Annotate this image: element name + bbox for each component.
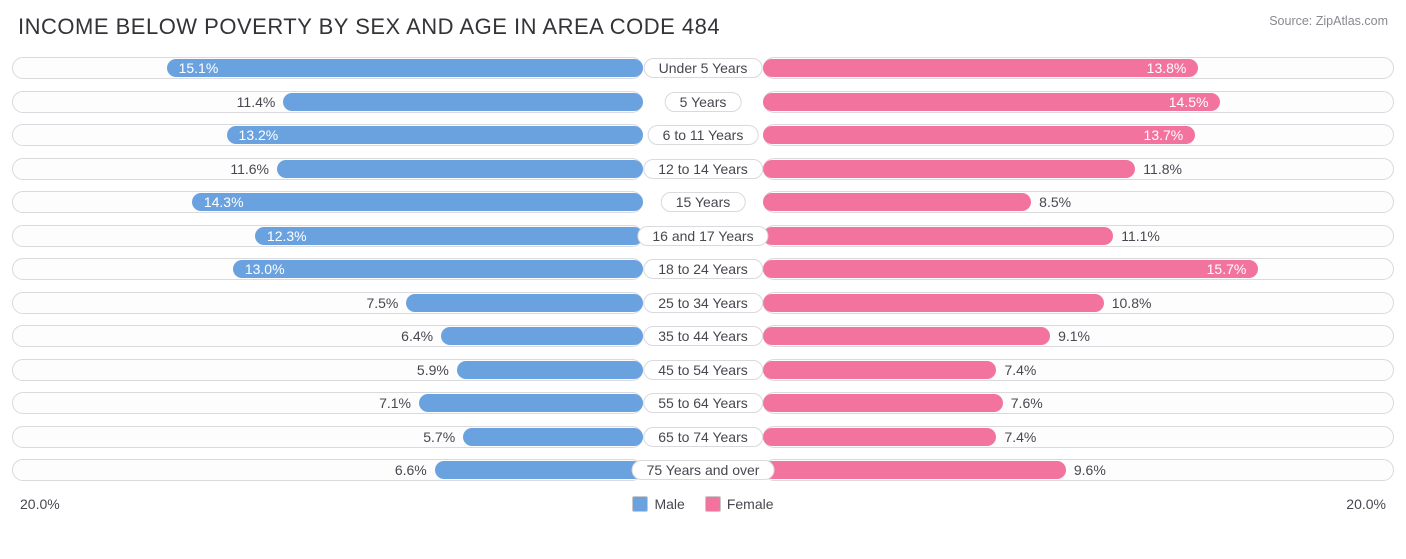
- legend-item-male: Male: [632, 496, 684, 512]
- value-female: 13.7%: [1144, 127, 1184, 143]
- value-female: 8.5%: [1039, 194, 1071, 210]
- bar-male: [435, 461, 643, 479]
- category-label: 18 to 24 Years: [643, 259, 763, 279]
- value-male: 6.4%: [401, 328, 433, 344]
- value-female: 13.8%: [1147, 60, 1187, 76]
- chart-row: 7.5% 10.8% 25 to 34 Years: [12, 289, 1394, 317]
- value-female: 15.7%: [1207, 261, 1247, 277]
- bar-male: [419, 394, 643, 412]
- category-label: Under 5 Years: [644, 58, 763, 78]
- chart-row: 13.2% 13.7% 6 to 11 Years: [12, 121, 1394, 149]
- bar-male: [457, 361, 643, 379]
- chart-row: 6.4% 9.1% 35 to 44 Years: [12, 322, 1394, 350]
- value-female: 9.6%: [1074, 462, 1106, 478]
- value-male: 7.5%: [366, 295, 398, 311]
- category-label: 35 to 44 Years: [643, 326, 763, 346]
- bar-female: [763, 193, 1031, 211]
- value-female: 11.8%: [1143, 161, 1182, 177]
- category-label: 5 Years: [665, 92, 742, 112]
- bar-female: 15.7%: [763, 260, 1258, 278]
- chart-row: 11.4% 14.5% 5 Years: [12, 88, 1394, 116]
- chart-row: 5.9% 7.4% 45 to 54 Years: [12, 356, 1394, 384]
- bar-male: [463, 428, 643, 446]
- axis-max-right: 20.0%: [1346, 496, 1386, 512]
- category-label: 75 Years and over: [632, 460, 775, 480]
- value-female: 14.5%: [1169, 94, 1209, 110]
- chart-header: INCOME BELOW POVERTY BY SEX AND AGE IN A…: [12, 10, 1394, 54]
- value-female: 7.4%: [1004, 362, 1036, 378]
- chart-footer: 20.0% Male Female 20.0%: [12, 490, 1394, 512]
- value-female: 10.8%: [1112, 295, 1152, 311]
- bar-female: [763, 160, 1135, 178]
- chart-row: 15.1% 13.8% Under 5 Years: [12, 54, 1394, 82]
- value-male: 11.6%: [230, 161, 269, 177]
- legend-label-female: Female: [727, 496, 774, 512]
- bar-female: 13.8%: [763, 59, 1198, 77]
- category-label: 45 to 54 Years: [643, 360, 763, 380]
- category-label: 6 to 11 Years: [648, 125, 759, 145]
- butterfly-chart: 15.1% 13.8% Under 5 Years 11.4% 14.5% 5 Years…: [12, 54, 1394, 484]
- legend-swatch-male: [632, 496, 648, 512]
- bar-female: 14.5%: [763, 93, 1220, 111]
- category-label: 65 to 74 Years: [643, 427, 763, 447]
- chart-row: 12.3% 11.1% 16 and 17 Years: [12, 222, 1394, 250]
- bar-male: 14.3%: [192, 193, 643, 211]
- bar-male: 15.1%: [167, 59, 643, 77]
- value-male: 12.3%: [267, 228, 307, 244]
- bar-female: [763, 227, 1113, 245]
- value-male: 7.1%: [379, 395, 411, 411]
- bar-male: [441, 327, 643, 345]
- bar-male: 13.0%: [233, 260, 643, 278]
- bar-female: [763, 294, 1104, 312]
- bar-female: [763, 394, 1003, 412]
- bar-female: [763, 361, 996, 379]
- value-female: 7.6%: [1011, 395, 1043, 411]
- category-label: 15 Years: [661, 192, 746, 212]
- bar-male: [406, 294, 643, 312]
- chart-row: 7.1% 7.6% 55 to 64 Years: [12, 389, 1394, 417]
- chart-row: 14.3% 8.5% 15 Years: [12, 188, 1394, 216]
- value-male: 5.9%: [417, 362, 449, 378]
- value-female: 7.4%: [1004, 429, 1036, 445]
- bar-male: [277, 160, 643, 178]
- legend-swatch-female: [705, 496, 721, 512]
- bar-male: [283, 93, 643, 111]
- bar-male: 12.3%: [255, 227, 643, 245]
- category-label: 55 to 64 Years: [643, 393, 763, 413]
- chart-source: Source: ZipAtlas.com: [1269, 14, 1388, 28]
- value-male: 11.4%: [237, 94, 276, 110]
- category-label: 16 and 17 Years: [637, 226, 768, 246]
- value-male: 6.6%: [395, 462, 427, 478]
- value-male: 13.2%: [239, 127, 279, 143]
- legend-item-female: Female: [705, 496, 774, 512]
- bar-female: [763, 461, 1066, 479]
- bar-female: 13.7%: [763, 126, 1195, 144]
- value-female: 9.1%: [1058, 328, 1090, 344]
- bar-female: [763, 327, 1050, 345]
- axis-max-left: 20.0%: [20, 496, 60, 512]
- value-male: 5.7%: [423, 429, 455, 445]
- value-male: 14.3%: [204, 194, 244, 210]
- bar-male: 13.2%: [227, 126, 643, 144]
- value-male: 15.1%: [179, 60, 219, 76]
- value-female: 11.1%: [1121, 228, 1160, 244]
- chart-row: 13.0% 15.7% 18 to 24 Years: [12, 255, 1394, 283]
- chart-row: 6.6% 9.6% 75 Years and over: [12, 456, 1394, 484]
- chart-row: 11.6% 11.8% 12 to 14 Years: [12, 155, 1394, 183]
- chart-title: INCOME BELOW POVERTY BY SEX AND AGE IN A…: [18, 14, 720, 40]
- value-male: 13.0%: [245, 261, 285, 277]
- bar-female: [763, 428, 996, 446]
- category-label: 25 to 34 Years: [643, 293, 763, 313]
- legend: Male Female: [632, 496, 773, 512]
- category-label: 12 to 14 Years: [643, 159, 763, 179]
- legend-label-male: Male: [654, 496, 684, 512]
- chart-row: 5.7% 7.4% 65 to 74 Years: [12, 423, 1394, 451]
